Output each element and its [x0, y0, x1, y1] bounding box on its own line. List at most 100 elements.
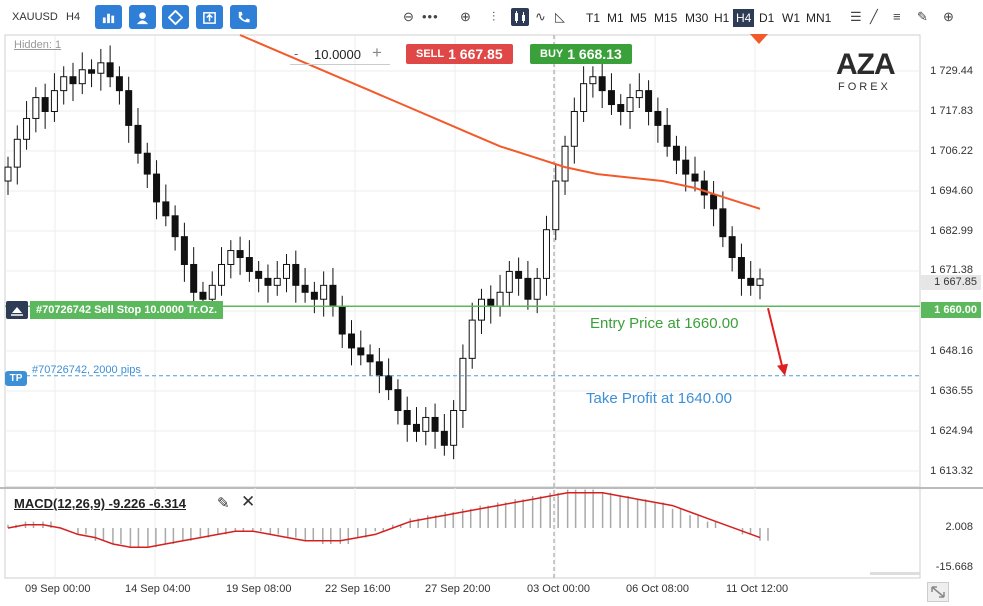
- candle-down: [199, 291, 207, 300]
- candle-up: [570, 110, 578, 147]
- macd-signal-line: [7, 492, 761, 548]
- phone-icon: [238, 11, 250, 22]
- line-type-icon[interactable]: ∿: [535, 9, 546, 24]
- candle-down: [515, 270, 523, 279]
- time-tick: 14 Sep 04:00: [125, 583, 191, 595]
- tf-t1[interactable]: T1: [586, 11, 601, 25]
- phone-button[interactable]: [230, 5, 257, 29]
- draw-line-icon[interactable]: ╱: [870, 9, 878, 24]
- candle-up: [97, 62, 105, 74]
- price-tick: 1 682.99: [930, 225, 973, 237]
- settings-list-icon[interactable]: ☰: [850, 9, 862, 24]
- candle-up: [227, 250, 235, 265]
- fullscreen-button[interactable]: [927, 582, 949, 602]
- candle-up: [635, 90, 643, 99]
- bar-chart-button[interactable]: [95, 5, 122, 29]
- candle-up: [208, 284, 216, 300]
- tp-badge[interactable]: TP: [5, 371, 27, 386]
- price-tick: 1 717.83: [930, 105, 973, 117]
- tf-mn1[interactable]: MN1: [806, 11, 832, 25]
- candle-up: [320, 284, 328, 300]
- tf-m5[interactable]: M5: [630, 11, 647, 25]
- area-type-icon[interactable]: ◺: [555, 9, 565, 24]
- candle-down: [366, 354, 374, 363]
- candle-down: [329, 284, 337, 307]
- candle-down: [41, 97, 49, 112]
- diamond-icon: [168, 9, 183, 25]
- entry-annotation: Entry Price at 1660.00: [590, 315, 739, 332]
- candle-up: [273, 277, 281, 286]
- sell-button[interactable]: SELL 1 667.85: [406, 44, 513, 64]
- price-tick: 1 636.55: [930, 385, 973, 397]
- candle-up: [78, 69, 86, 85]
- candlestick-icon: [515, 11, 525, 23]
- candle-down: [710, 194, 718, 210]
- candle-down: [691, 173, 699, 182]
- macd-tick: -15.668: [935, 561, 973, 573]
- tf-m1[interactable]: M1: [607, 11, 624, 25]
- candle-up: [589, 76, 597, 85]
- candle-down: [682, 159, 690, 175]
- logo-main: AZA: [836, 48, 896, 81]
- candle-up: [552, 180, 560, 231]
- time-tick: 27 Sep 20:00: [425, 583, 491, 595]
- tf-w1[interactable]: W1: [782, 11, 800, 25]
- export-button[interactable]: [196, 5, 223, 29]
- bar-type-icon[interactable]: ⫶: [492, 9, 496, 24]
- candle-down: [162, 201, 170, 217]
- order-label[interactable]: #70726742 Sell Stop 10.0000 Tr.Oz.: [30, 301, 224, 319]
- quantity-plus-button[interactable]: +: [372, 43, 382, 62]
- add-indicator-icon[interactable]: ⊕: [943, 9, 954, 24]
- close-indicator-icon[interactable]: ✕: [241, 492, 256, 511]
- moving-average-line: [239, 34, 761, 210]
- candle-down: [375, 361, 383, 377]
- candle-up: [580, 83, 588, 112]
- tf-m15[interactable]: M15: [654, 11, 678, 25]
- dots-icon[interactable]: •••: [422, 9, 439, 24]
- tp-label[interactable]: #70726742, 2000 pips: [32, 364, 141, 376]
- fibonacci-icon[interactable]: ≡: [893, 9, 901, 24]
- candle-down: [700, 180, 708, 196]
- order-type-badge[interactable]: [6, 301, 28, 319]
- symbol-label[interactable]: XAUUSD: [12, 11, 58, 23]
- price-tick: 1 706.22: [930, 145, 973, 157]
- candle-up: [13, 138, 21, 168]
- time-tick: 11 Oct 12:00: [726, 583, 789, 595]
- candle-up: [459, 357, 467, 412]
- candle-down: [617, 104, 625, 112]
- candle-down: [385, 375, 393, 391]
- price-tick: 1 671.38: [930, 264, 973, 276]
- diamond-button[interactable]: [162, 5, 189, 29]
- buy-button[interactable]: BUY 1 668.13: [530, 44, 632, 64]
- toolbar: XAUUSD H4 ⊖ ••• ⊕ ⫶ ∿ ◺ T1 M1 M5 M15 M30…: [0, 0, 983, 34]
- time-tick: 09 Sep 00:00: [25, 583, 91, 595]
- quantity-minus-button[interactable]: -: [294, 46, 299, 61]
- candle-up: [283, 263, 291, 279]
- user-button[interactable]: [129, 5, 156, 29]
- macd-tick: 2.008: [945, 521, 973, 533]
- zoom-out-icon[interactable]: ⊖: [403, 9, 414, 24]
- candle-up: [756, 278, 764, 286]
- tf-d1[interactable]: D1: [759, 11, 775, 25]
- hidden-orders-label[interactable]: Hidden: 1: [14, 39, 62, 51]
- quantity-value[interactable]: 10.0000: [314, 47, 361, 62]
- edit-indicator-icon[interactable]: ✎: [217, 495, 230, 512]
- horizontal-scrollbar[interactable]: [870, 572, 920, 575]
- tf-h1[interactable]: H1: [714, 11, 730, 25]
- candle-down: [134, 124, 142, 154]
- edit-icon[interactable]: ✎: [917, 9, 928, 24]
- zoom-in-icon[interactable]: ⊕: [460, 9, 471, 24]
- candle-down: [301, 284, 309, 293]
- candle-down: [440, 430, 448, 446]
- candle-up: [561, 145, 569, 182]
- quantity-input[interactable]: - 10.0000 +: [290, 43, 390, 65]
- candle-up: [50, 90, 58, 112]
- candle-down: [357, 347, 365, 356]
- tf-m30[interactable]: M30: [685, 11, 709, 25]
- tf-h4[interactable]: H4: [733, 9, 755, 27]
- candlestick-type-button[interactable]: [511, 8, 529, 26]
- timeframe-label: H4: [66, 11, 81, 23]
- entry-price-value: 1 660.00: [934, 304, 977, 316]
- macd-label[interactable]: MACD(12,26,9) -9.226 -6.314: [14, 496, 186, 511]
